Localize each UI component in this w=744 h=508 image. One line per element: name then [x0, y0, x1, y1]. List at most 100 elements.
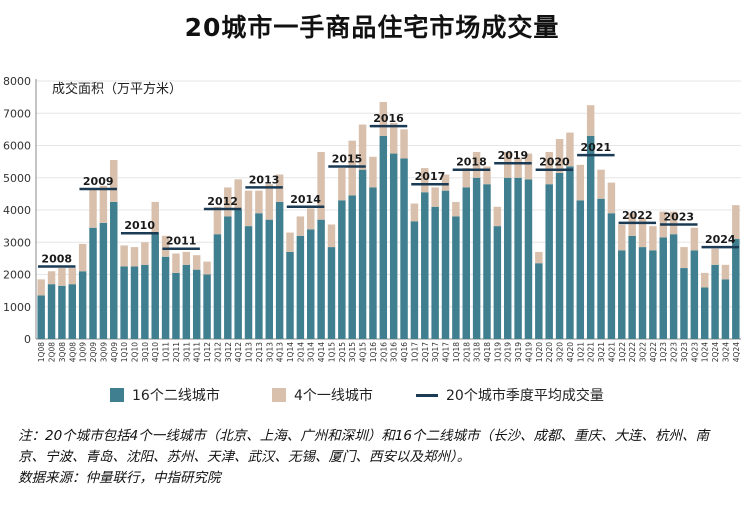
x-tick-label: 2Q09 [89, 342, 98, 362]
bar-tier2 [358, 169, 367, 339]
y-tick-label: 2000 [3, 269, 31, 282]
bar-tier2 [327, 247, 336, 339]
bar-tier1 [431, 187, 439, 207]
bar-tier1 [628, 213, 636, 236]
x-tick-label: 4Q20 [566, 342, 575, 362]
bar-tier1 [224, 187, 232, 217]
bar-tier1 [524, 153, 533, 180]
x-tick-label: 1Q16 [369, 342, 378, 362]
x-tick-label: 3Q14 [307, 342, 316, 362]
x-tick-label: 2Q22 [628, 342, 637, 362]
bar-tier1 [566, 132, 574, 167]
year-label: 2012 [207, 195, 238, 208]
chart-legend: 16个二线城市 4个一线城市 20个城市季度平均成交量 [0, 385, 744, 409]
bar-tier2 [120, 266, 128, 339]
x-tick-label: 3Q08 [58, 342, 67, 362]
x-tick-label: 3Q16 [390, 342, 399, 362]
legend-label-avg: 20个城市季度平均成交量 [446, 388, 604, 404]
bar-tier2 [566, 166, 574, 339]
x-tick-label: 1Q13 [245, 342, 254, 362]
bar-tier1 [410, 203, 419, 222]
bar-tier1 [711, 248, 719, 265]
bar-tier2 [576, 200, 585, 339]
bar-tier2 [431, 206, 439, 339]
x-tick-label: 4Q21 [607, 342, 616, 362]
bar-tier1 [172, 253, 180, 273]
y-tick-label: 6000 [3, 140, 31, 153]
bar-tier2 [721, 279, 730, 339]
year-label: 2020 [539, 156, 570, 169]
bar-tier2 [172, 272, 180, 339]
bar-tier2 [669, 234, 678, 339]
bar-tier1 [244, 190, 253, 227]
x-tick-label: 2Q11 [172, 342, 181, 362]
bar-tier1 [576, 164, 585, 201]
bar-tier2 [369, 187, 377, 339]
x-tick-label: 1Q21 [576, 342, 585, 362]
year-label: 2008 [41, 252, 72, 265]
bar-tier2 [441, 190, 450, 339]
x-tick-label: 4Q13 [276, 342, 285, 362]
bar-tier2 [265, 219, 274, 339]
x-tick-label: 4Q09 [110, 342, 119, 362]
bar-tier2 [618, 250, 626, 339]
x-tick-label: 2Q10 [130, 342, 139, 362]
bar-tier1 [203, 261, 211, 275]
x-tick-label: 1Q08 [37, 342, 46, 362]
x-tick-label: 3Q19 [514, 342, 523, 362]
bar-tier2 [472, 177, 481, 339]
bar-tier2 [161, 256, 170, 339]
bar-tier1 [400, 129, 408, 159]
year-label: 2024 [705, 233, 736, 246]
x-tick-label: 2Q23 [670, 342, 679, 362]
legend-label-tier2: 16个二线城市 [132, 388, 220, 404]
bar-tier1 [607, 182, 616, 214]
bar-tier2 [524, 179, 533, 339]
bar-tier2 [379, 135, 388, 339]
x-tick-label: 1Q14 [286, 342, 295, 362]
x-tick-label: 3Q20 [556, 342, 565, 362]
y-tick-label: 5000 [3, 172, 31, 185]
bar-tier1 [37, 279, 45, 296]
x-tick-label: 4Q12 [234, 342, 243, 362]
x-tick-label: 3Q09 [99, 342, 108, 362]
bar-tier2 [649, 250, 657, 339]
year-label: 2017 [415, 170, 446, 183]
bar-tier2 [503, 177, 512, 339]
bar-tier1 [255, 190, 263, 214]
bar-tier1 [472, 151, 481, 178]
x-tick-label: 4Q08 [68, 342, 77, 362]
y-axis-label: 成交面积（万平方米） [52, 81, 182, 97]
bar-tier1 [555, 139, 564, 173]
bar-tier2 [586, 135, 595, 339]
x-tick-label: 1Q15 [327, 342, 336, 362]
legend-label-tier1: 4个一线城市 [294, 388, 373, 404]
x-tick-label: 4Q15 [359, 342, 368, 362]
bar-tier1 [213, 206, 222, 235]
bar-tier2 [483, 184, 491, 339]
x-tick-label: 3Q24 [721, 342, 730, 362]
bar-tier2 [638, 247, 647, 339]
x-tick-label: 1Q19 [493, 342, 502, 362]
x-tick-label: 3Q11 [182, 342, 191, 362]
bar-tier2 [234, 210, 242, 339]
year-label: 2016 [373, 112, 404, 125]
bar-tier2 [690, 250, 699, 339]
bar-tier1 [296, 216, 305, 236]
year-label: 2013 [249, 173, 280, 186]
bar-tier1 [379, 101, 388, 136]
x-tick-label: 2Q24 [711, 342, 720, 362]
year-label: 2019 [498, 149, 529, 162]
bar-tier2 [545, 184, 553, 339]
bar-tier2 [555, 172, 564, 339]
bar-tier1 [348, 140, 356, 196]
y-tick-label: 3000 [3, 236, 31, 249]
x-tick-label: 3Q22 [639, 342, 648, 362]
x-tick-label: 4Q22 [649, 342, 658, 362]
bar-tier2 [607, 213, 616, 339]
x-tick-label: 4Q14 [317, 342, 326, 362]
chart-title: 20城市一手商品住宅市场成交量 [184, 13, 560, 42]
legend-swatch-avg [416, 393, 438, 397]
bar-tier2 [192, 269, 201, 339]
bar-tier1 [462, 168, 470, 188]
